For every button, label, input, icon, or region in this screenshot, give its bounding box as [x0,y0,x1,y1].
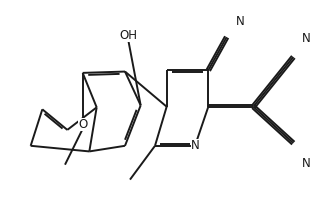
Text: N: N [302,32,311,45]
Text: N: N [191,139,200,152]
Text: OH: OH [119,29,137,42]
Text: O: O [78,118,87,131]
Text: N: N [236,15,244,28]
Text: N: N [302,157,310,170]
